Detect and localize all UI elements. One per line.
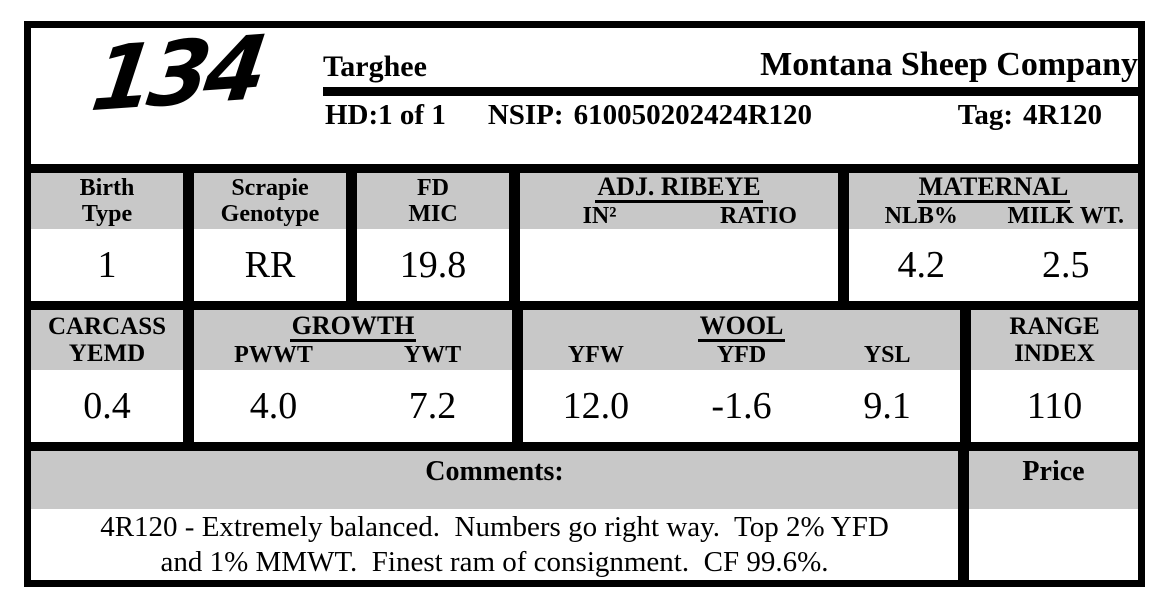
company-name: Montana Sheep Company: [760, 46, 1138, 83]
lot-number: 134: [85, 15, 269, 132]
cell-maternal: MATERNAL NLB% MILK WT. 4.2 2.5: [849, 172, 1138, 301]
carcass-yemd-header: CARCASS YEMD: [31, 310, 183, 370]
scrapie-genotype-value: RR: [244, 244, 296, 286]
milkwt-label: MILK WT.: [1007, 202, 1124, 229]
nlb-label: NLB%: [884, 202, 958, 229]
card-header: 134 Targhee Montana Sheep Company HD:1 o…: [31, 15, 1138, 164]
header-divider-rule: [323, 87, 1138, 96]
in2-label: IN²: [582, 202, 617, 229]
price-value: [969, 509, 1138, 580]
pwwt-label: PWWT: [234, 341, 313, 368]
cell-growth: GROWTH PWWT YWT 4.0 7.2: [194, 310, 512, 442]
range-index-header: RANGE INDEX: [971, 310, 1138, 370]
adj-ribeye-sublabels: IN² RATIO: [520, 203, 838, 229]
range-index-value: 110: [1026, 385, 1083, 427]
cell-scrapie-genotype: Scrapie Genotype RR: [194, 173, 346, 301]
nsip-value: 610050202424R120: [573, 99, 813, 131]
milkwt-value: 2.5: [1042, 244, 1090, 286]
comment-line-1: 4R120 - Extremely balanced. Numbers go r…: [100, 511, 889, 544]
cell-adj-ribeye: ADJ. RIBEYE IN² RATIO: [520, 172, 838, 301]
yfw-value: 12.0: [562, 385, 630, 427]
maternal-header: MATERNAL NLB% MILK WT.: [849, 172, 1138, 229]
ywt-label: YWT: [403, 341, 462, 368]
cell-range-index: RANGE INDEX 110: [971, 310, 1138, 442]
yfw-label: YFW: [567, 341, 624, 368]
tag-value: 4R120: [1023, 99, 1102, 131]
growth-header: GROWTH PWWT YWT: [194, 310, 512, 370]
tag-label: Tag:: [957, 99, 1014, 131]
stats-row-1: Birth Type 1 Scrapie Genotype RR FD MIC …: [31, 164, 1138, 301]
ysl-label: YSL: [863, 341, 911, 368]
fd-mic-value: 19.8: [399, 244, 467, 286]
tag-id: Tag: 4R120: [958, 99, 1102, 132]
wool-sublabels: YFW YFD YSL: [523, 342, 960, 368]
header-right-block: Targhee Montana Sheep Company HD:1 of 1 …: [323, 36, 1138, 132]
growth-sublabels: PWWT YWT: [194, 342, 512, 368]
adj-ribeye-values: [520, 229, 838, 301]
head-count: HD:1 of 1: [325, 99, 446, 131]
price-header: Price: [969, 451, 1138, 509]
stats-row-2: CARCASS YEMD 0.4 GROWTH PWWT YWT 4.0 7.2…: [31, 301, 1138, 442]
growth-values: 4.0 7.2: [194, 370, 512, 442]
wool-values: 12.0 -1.6 9.1: [523, 370, 960, 442]
header-title-row: Targhee Montana Sheep Company: [323, 36, 1138, 82]
maternal-sublabels: NLB% MILK WT.: [849, 203, 1138, 229]
comment-line-2: and 1% MMWT. Finest ram of consignment. …: [160, 545, 829, 578]
nsip-label: NSIP:: [487, 99, 564, 131]
nsip-id: NSIP: 610050202424R120: [488, 99, 812, 132]
growth-title: GROWTH: [289, 311, 417, 342]
yfd-label: YFD: [716, 341, 767, 368]
adj-ribeye-header: ADJ. RIBEYE IN² RATIO: [520, 172, 838, 229]
comments-text: 4R120 - Extremely balanced. Numbers go r…: [31, 509, 958, 580]
cell-birth-type: Birth Type 1: [31, 173, 183, 301]
scrapie-genotype-header: Scrapie Genotype: [194, 173, 346, 229]
sale-catalog-card: 134 Targhee Montana Sheep Company HD:1 o…: [24, 15, 1145, 587]
cell-wool: WOOL YFW YFD YSL 12.0 -1.6 9.1: [523, 310, 960, 442]
cell-comments: Comments: 4R120 - Extremely balanced. Nu…: [31, 451, 958, 580]
wool-title: WOOL: [697, 311, 786, 342]
fd-mic-header: FD MIC: [357, 173, 509, 229]
maternal-values: 4.2 2.5: [849, 229, 1138, 301]
comments-row: Comments: 4R120 - Extremely balanced. Nu…: [31, 442, 1138, 580]
maternal-title: MATERNAL: [916, 172, 1071, 203]
birth-type-header: Birth Type: [31, 173, 183, 229]
ywt-value: 7.2: [408, 385, 457, 427]
header-id-row: HD:1 of 1 NSIP: 610050202424R120 Tag: 4R12…: [323, 99, 1138, 132]
nlb-value: 4.2: [897, 244, 946, 286]
cell-fd-mic: FD MIC 19.8: [357, 173, 509, 301]
comments-header: Comments:: [31, 451, 958, 509]
adj-ribeye-title: ADJ. RIBEYE: [595, 172, 763, 203]
cell-price: Price: [969, 451, 1138, 580]
ysl-value: 9.1: [863, 385, 911, 427]
pwwt-value: 4.0: [249, 385, 298, 427]
carcass-yemd-value: 0.4: [83, 385, 131, 427]
wool-header: WOOL YFW YFD YSL: [523, 310, 960, 370]
cell-carcass-yemd: CARCASS YEMD 0.4: [31, 310, 183, 442]
birth-type-value: 1: [97, 244, 117, 286]
ratio-label: RATIO: [720, 202, 797, 229]
breed-name: Targhee: [323, 50, 427, 83]
yfd-value: -1.6: [711, 385, 772, 427]
